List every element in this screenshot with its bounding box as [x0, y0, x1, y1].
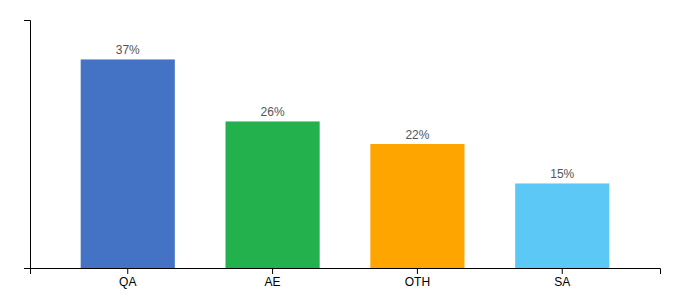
y-axis-line — [24, 21, 31, 269]
x-tick-mark — [562, 268, 563, 274]
bar — [81, 59, 175, 268]
x-tick: OTH — [405, 268, 430, 289]
x-axis-line — [31, 269, 661, 275]
x-tick-mark — [127, 268, 128, 274]
x-axis: QA AE OTH SA — [31, 268, 661, 289]
bar — [515, 183, 609, 268]
x-tick-label: QA — [119, 275, 136, 289]
x-tick-label: AE — [265, 275, 281, 289]
bar — [226, 121, 320, 268]
x-tick: AE — [265, 268, 281, 289]
bars — [81, 59, 610, 268]
bar — [370, 144, 464, 268]
x-tick-mark — [272, 268, 273, 274]
data-label: 22% — [405, 128, 429, 142]
x-tick: QA — [119, 268, 136, 289]
data-label: 26% — [261, 105, 285, 119]
data-label: 37% — [116, 43, 140, 57]
plot-area: QA AE OTH SA 37% 26% 22% 15% — [24, 21, 661, 289]
x-tick: SA — [554, 268, 570, 289]
data-labels: 37% 26% 22% 15% — [116, 43, 575, 181]
y-axis — [24, 21, 31, 269]
data-label: 15% — [550, 167, 574, 181]
x-tick-mark — [417, 268, 418, 274]
chart-svg: QA AE OTH SA 37% 26% 22% 15% — [0, 0, 680, 300]
x-tick-label: SA — [554, 275, 570, 289]
chart-container: QA AE OTH SA 37% 26% 22% 15% — [0, 0, 680, 300]
x-tick-label: OTH — [405, 275, 430, 289]
